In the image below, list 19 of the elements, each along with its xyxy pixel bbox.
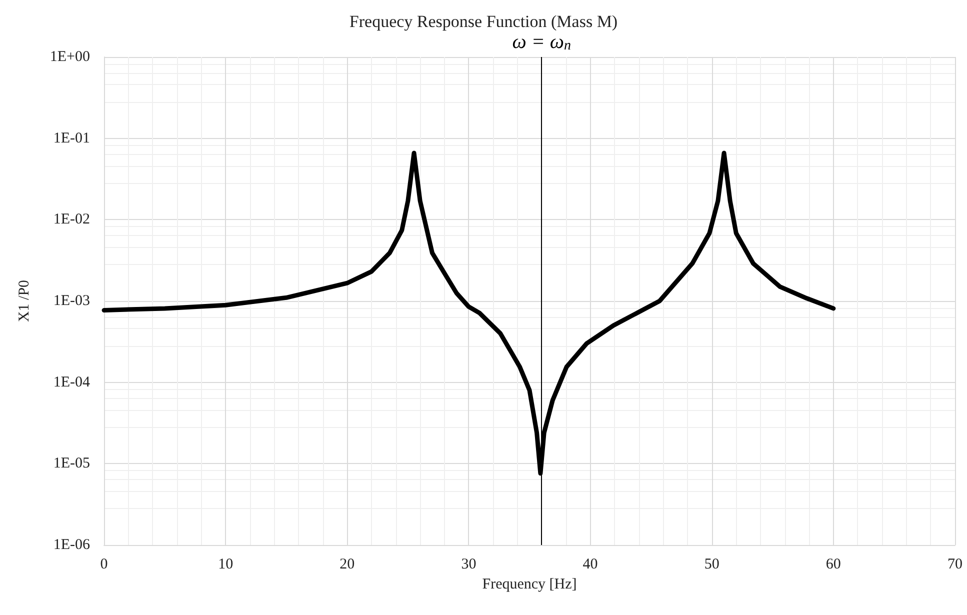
y-tick-label: 1E-06	[53, 537, 90, 553]
chart-title: Frequecy Response Function (Mass M)	[349, 12, 618, 31]
x-tick-label: 30	[461, 556, 476, 572]
x-tick-label: 70	[948, 556, 962, 572]
y-tick-label: 1E-02	[53, 212, 90, 228]
y-axis-title: X1 /P0	[16, 280, 32, 322]
y-tick-label: 1E-01	[53, 130, 90, 146]
y-tick-label: 1E-04	[53, 374, 90, 390]
y-tick-label: 1E-03	[53, 293, 90, 309]
x-tick-label: 50	[704, 556, 720, 572]
y-tick-label: 1E-05	[53, 456, 90, 472]
x-axis-title: Frequency [Hz]	[482, 576, 577, 592]
y-tick-label: 1E+00	[50, 49, 90, 65]
x-tick-label: 0	[100, 556, 108, 572]
ref-line-label: ω = ωn	[512, 31, 572, 54]
x-tick-label: 40	[582, 556, 598, 572]
x-tick-label: 10	[218, 556, 234, 572]
x-tick-label: 20	[340, 556, 355, 572]
x-tick-label: 60	[826, 556, 841, 572]
